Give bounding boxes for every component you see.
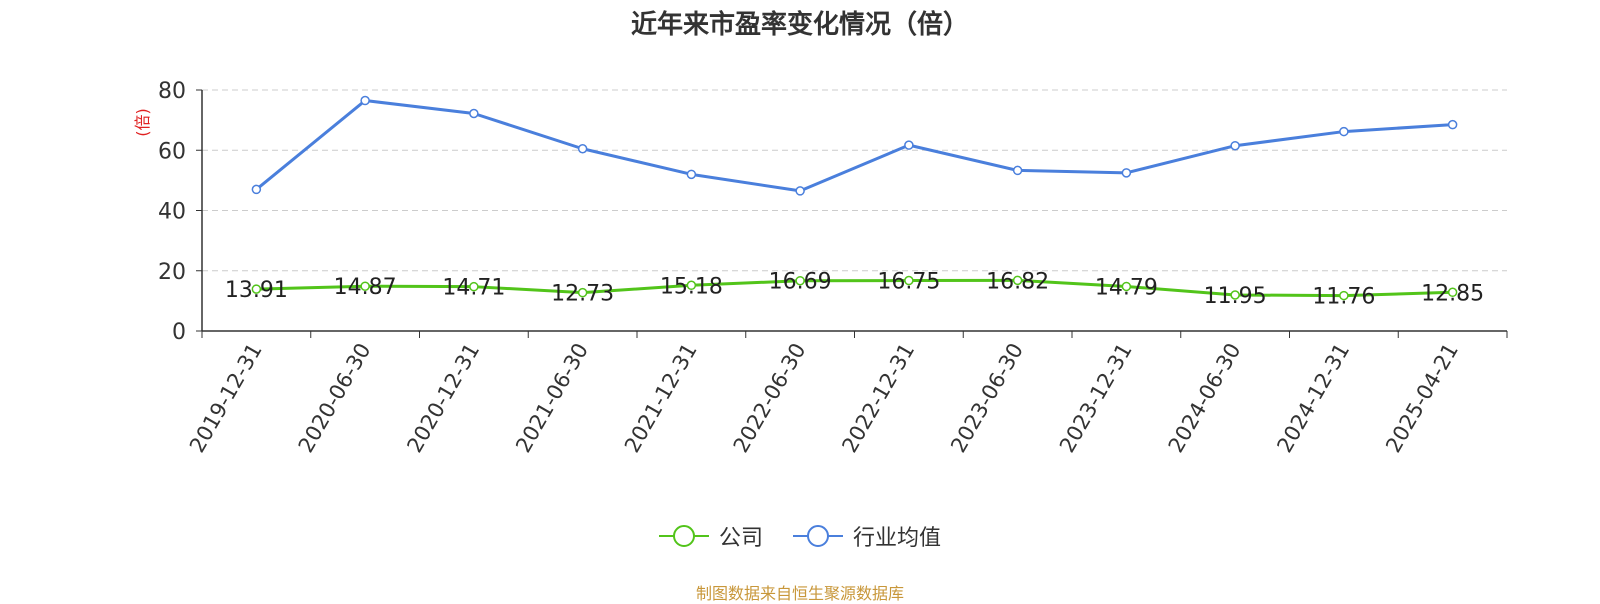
industry-data-point <box>1339 126 1349 137</box>
legend-industry-label: 行业均值 <box>853 526 942 551</box>
industry-data-point <box>1012 165 1023 176</box>
company-data-label: 15.18 <box>660 274 723 299</box>
legend-industry-icon <box>793 525 843 547</box>
y-tick-label: 20 <box>158 260 186 285</box>
company-data-label: 16.75 <box>877 270 940 295</box>
company-data-point <box>795 275 805 286</box>
x-tick-label: 2020-06-30 <box>294 339 376 457</box>
legend: 公司 行业均值 <box>0 520 1600 552</box>
company-data-point <box>686 280 697 291</box>
company-data-point <box>1121 281 1132 292</box>
company-data-point <box>1230 290 1240 300</box>
y-tick-label: 0 <box>172 320 186 345</box>
x-tick-label: 2023-12-31 <box>1055 339 1137 457</box>
x-tick-label: 2024-12-31 <box>1272 339 1354 457</box>
company-data-label: 14.87 <box>334 275 397 300</box>
x-tick-label: 2023-06-30 <box>946 339 1028 457</box>
company-data-label: 16.82 <box>986 269 1049 294</box>
company-data-label: 16.69 <box>769 270 832 295</box>
company-data-point <box>1339 290 1349 301</box>
y-tick-label: 60 <box>158 139 186 164</box>
y-axis-label: (倍) <box>133 108 152 137</box>
company-data-point <box>1447 287 1458 298</box>
industry-data-point <box>795 186 805 196</box>
company-data-point <box>469 281 479 292</box>
industry-data-point <box>1121 168 1132 178</box>
x-tick-label: 2021-12-31 <box>620 339 702 457</box>
y-tick-label: 80 <box>158 79 186 104</box>
industry-data-point <box>251 184 262 195</box>
industry-series-line <box>255 99 1453 193</box>
industry-data-point <box>686 169 697 180</box>
x-tick-label: 2024-06-30 <box>1164 339 1246 457</box>
industry-data-point <box>1230 140 1240 151</box>
legend-company-icon <box>658 525 709 547</box>
x-tick-label: 2022-06-30 <box>729 339 811 457</box>
legend-item-industry[interactable]: 行业均值 <box>793 520 941 552</box>
industry-data-point <box>360 95 370 106</box>
company-data-point <box>360 281 370 291</box>
company-data-point <box>251 284 262 294</box>
company-data-point <box>1012 275 1023 286</box>
industry-data-point <box>469 108 479 119</box>
x-tick-label: 2021-06-30 <box>511 339 593 457</box>
company-data-label: 11.95 <box>1204 284 1267 309</box>
industry-data-point <box>1447 119 1458 130</box>
company-data-label: 14.79 <box>1095 275 1158 300</box>
chart-title: 近年来市盈率变化情况（倍） <box>630 10 969 40</box>
company-data-label: 12.73 <box>551 282 614 307</box>
x-tick-label: 2022-12-31 <box>837 339 919 457</box>
y-tick-label: 40 <box>158 200 186 225</box>
company-data-label: 14.71 <box>442 276 505 301</box>
industry-data-point <box>577 143 588 154</box>
company-data-label: 11.76 <box>1312 285 1375 310</box>
legend-company-label: 公司 <box>718 526 763 551</box>
x-tick-label: 2019-12-31 <box>185 339 267 457</box>
x-tick-label: 2020-12-31 <box>402 339 484 457</box>
x-tick-label: 2025-04-21 <box>1381 339 1463 457</box>
legend-item-company[interactable]: 公司 <box>658 520 763 552</box>
company-data-label: 12.85 <box>1421 281 1484 306</box>
industry-data-point <box>904 140 914 150</box>
company-data-label: 13.91 <box>225 278 288 303</box>
company-series-line <box>256 278 1453 298</box>
company-data-point <box>577 287 588 298</box>
company-data-point <box>904 275 914 286</box>
source-note: 制图数据来自恒生聚源数据库 <box>695 584 904 603</box>
